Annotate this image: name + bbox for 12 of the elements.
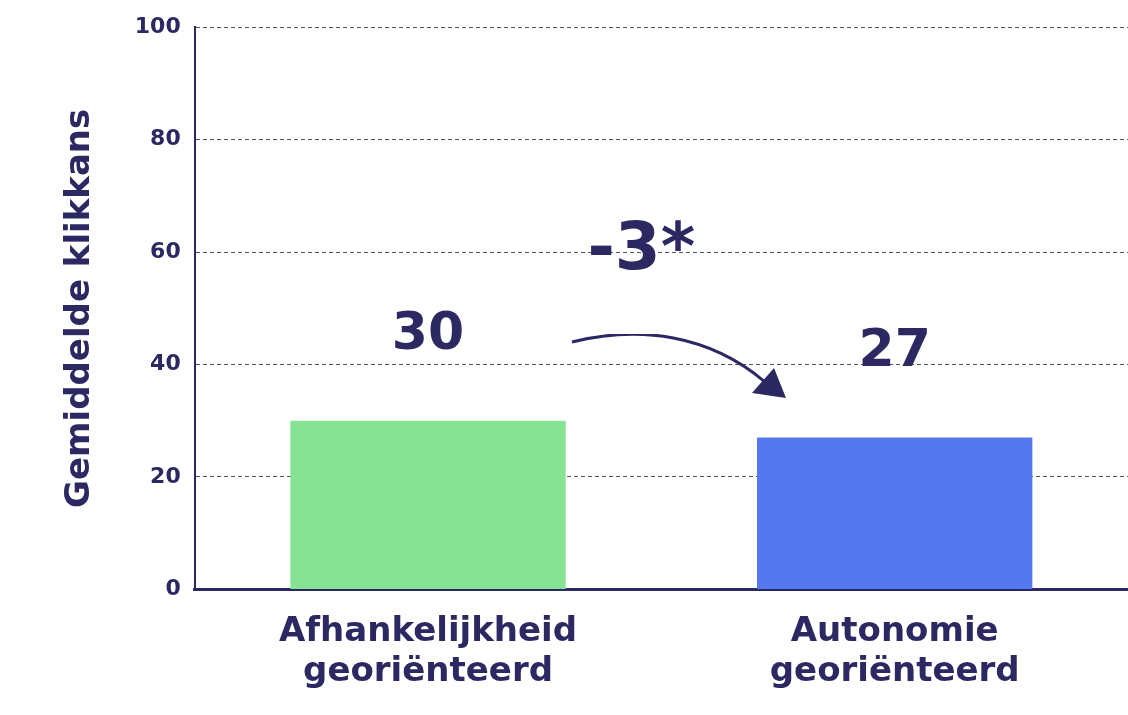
y-tick-label: 20 — [150, 462, 181, 488]
y-tick-label: 60 — [150, 237, 181, 263]
y-tick-label: 80 — [150, 125, 181, 151]
y-tick-label: 40 — [150, 350, 181, 376]
data-label: 27 — [858, 318, 931, 379]
x-tick-label: Afhankelijkheid georiënteerd — [279, 608, 578, 690]
data-label: 30 — [391, 301, 465, 362]
y-tick-label: 100 — [134, 12, 181, 38]
y-tick-label: 0 — [165, 575, 181, 601]
annotation: -3* — [587, 208, 696, 286]
y-axis-title: Gemiddelde klikkans — [57, 108, 98, 508]
x-tick-label: Autonomie georiënteerd — [769, 608, 1020, 690]
